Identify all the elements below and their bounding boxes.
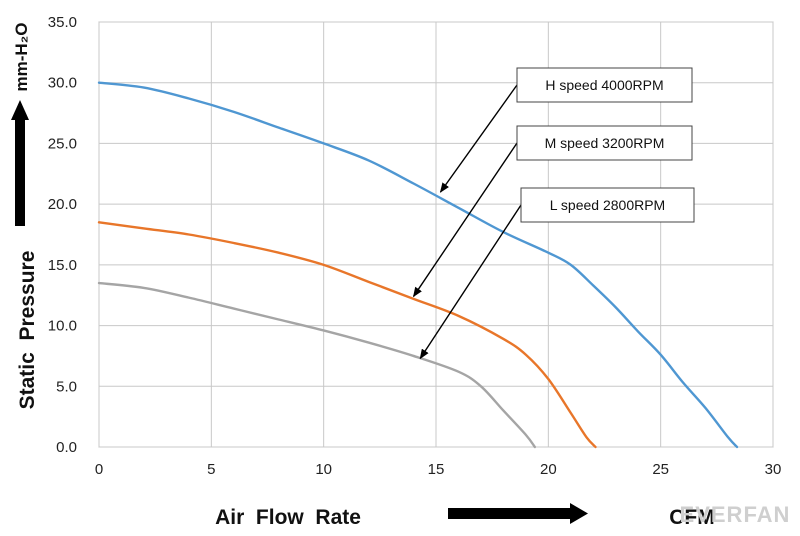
callout-l-speed: L speed 2800RPM xyxy=(419,187,695,360)
callout-m-speed: M speed 3200RPM xyxy=(412,125,693,298)
x-tick-label: 25 xyxy=(652,461,669,478)
y-tick-label: 25.0 xyxy=(48,135,77,152)
y-tick-labels: 0.0 5.0 10.0 15.0 20.0 25.0 30.0 35.0 xyxy=(48,14,77,456)
callout-box xyxy=(520,187,695,223)
x-axis-arrow-head xyxy=(570,503,588,524)
y-tick-label: 30.0 xyxy=(48,75,77,92)
x-tick-label: 10 xyxy=(315,461,332,478)
m-speed-curve xyxy=(97,221,597,449)
y-axis-title-group: Static Pressure mm-H₂O xyxy=(11,23,39,410)
y-axis-arrow-head xyxy=(11,100,29,120)
watermark-logo: EVERFAN xyxy=(680,502,791,527)
callout-box xyxy=(516,125,693,161)
series-lines xyxy=(97,81,739,449)
x-tick-labels: 0 5 10 15 20 25 30 xyxy=(95,461,782,478)
callouts: H speed 4000RPM M speed 3200RPM L speed 28… xyxy=(412,67,695,360)
y-axis-unit: mm-H₂O xyxy=(12,23,31,92)
x-axis-title-group: Air Flow Rate CFM xyxy=(215,503,715,529)
l-speed-curve xyxy=(97,281,537,449)
callout-label: L speed 2800RPM xyxy=(550,197,665,213)
y-tick-label: 5.0 xyxy=(56,378,77,395)
y-tick-label: 0.0 xyxy=(56,439,77,456)
callout-arrow xyxy=(419,204,522,360)
x-tick-label: 0 xyxy=(95,461,103,478)
x-tick-label: 30 xyxy=(765,461,782,478)
x-axis-title: Air Flow Rate xyxy=(215,506,361,529)
callout-h-speed: H speed 4000RPM xyxy=(439,67,693,193)
x-tick-label: 5 xyxy=(207,461,215,478)
callout-arrow xyxy=(439,84,518,193)
x-axis-arrow-shaft xyxy=(448,508,572,519)
y-tick-label: 20.0 xyxy=(48,196,77,213)
callout-label: H speed 4000RPM xyxy=(545,77,663,93)
y-tick-label: 35.0 xyxy=(48,14,77,31)
x-tick-label: 20 xyxy=(540,461,557,478)
callout-arrow xyxy=(412,142,518,298)
x-tick-label: 15 xyxy=(428,461,445,478)
h-speed-curve xyxy=(97,81,739,449)
callout-box xyxy=(516,67,693,103)
x-axis-unit: CFM xyxy=(669,506,715,529)
y-axis-title: Static Pressure xyxy=(16,251,39,410)
y-axis-arrow-shaft xyxy=(15,118,25,226)
callout-label: M speed 3200RPM xyxy=(545,135,665,151)
y-tick-label: 10.0 xyxy=(48,318,77,335)
y-tick-label: 15.0 xyxy=(48,257,77,274)
